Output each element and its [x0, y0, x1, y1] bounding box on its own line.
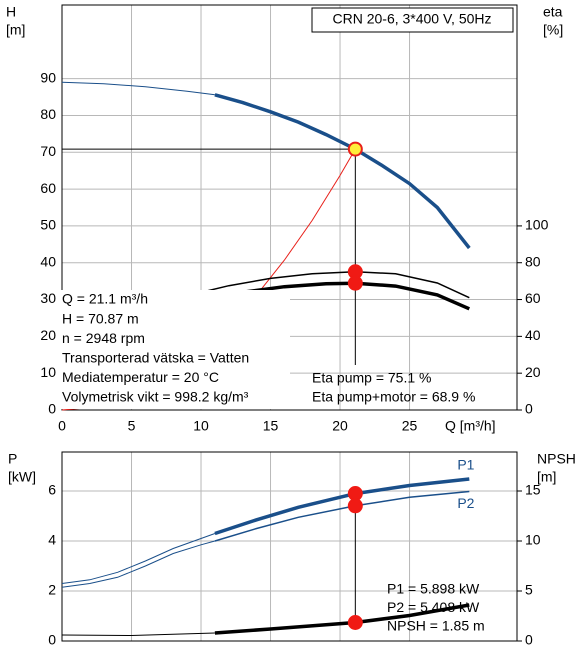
y-tick-label: 20 [40, 327, 56, 343]
duty-marker [347, 486, 363, 502]
info-text: H = 70.87 m [62, 310, 139, 326]
y-tick-label: 10 [40, 364, 56, 380]
annotation: P2 = 5.408 kW [387, 599, 480, 615]
y-tick-label: 60 [40, 180, 56, 196]
y-axis-label: [kW] [8, 469, 36, 485]
title-box [311, 7, 514, 33]
x-tick-label: 5 [128, 418, 136, 434]
y2-axis-label: [%] [543, 22, 563, 38]
y-tick-label: 40 [40, 253, 56, 269]
info-box [60, 290, 290, 409]
y2-tick-label: 10 [525, 532, 541, 548]
curve [214, 93, 471, 250]
chart-title: CRN 20-6, 3*400 V, 50Hz [332, 11, 491, 27]
curve-label: P1 [457, 457, 474, 473]
info-text: Q = 21.1 m³/h [62, 291, 148, 307]
info-text: Mediatemperatur = 20 °C [62, 369, 219, 385]
annotation: Eta pump+motor = 68.9 % [312, 389, 475, 405]
y2-tick-label: 80 [525, 253, 541, 269]
y2-tick-label: 15 [525, 482, 541, 498]
x-axis-label: Q [m³/h] [445, 418, 496, 434]
y-tick-label: 2 [48, 582, 56, 598]
curve [193, 270, 470, 299]
duty-marker [347, 141, 363, 157]
curve [61, 81, 215, 96]
y-tick-label: 80 [40, 106, 56, 122]
plot-frame [61, 4, 518, 411]
x-tick-label: 20 [332, 418, 348, 434]
duty-marker [347, 615, 363, 630]
y-axis-label: [m] [6, 22, 25, 38]
y-tick-label: 4 [48, 532, 56, 548]
info-text: Transporterad vätska = Vatten [62, 350, 249, 366]
y2-tick-label: 40 [525, 327, 541, 343]
y2-tick-label: 60 [525, 290, 541, 306]
curve [61, 540, 216, 588]
y-tick-label: 70 [40, 143, 56, 159]
y2-tick-label: 100 [525, 217, 549, 233]
info-text: n = 2948 rpm [62, 330, 145, 346]
y2-tick-label: 20 [525, 364, 541, 380]
y-tick-label: 0 [48, 401, 56, 417]
info-text: Volymetrisk vikt = 998.2 kg/m³ [62, 389, 249, 405]
y2-axis-label: NPSH [537, 451, 576, 467]
y-tick-label: 50 [40, 217, 56, 233]
y-tick-label: 6 [48, 482, 56, 498]
y2-axis-label: eta [543, 4, 563, 20]
curve [214, 477, 470, 536]
x-tick-label: 25 [402, 418, 418, 434]
curve [61, 533, 216, 584]
y-axis-label: H [6, 4, 16, 20]
duty-marker [347, 275, 363, 291]
duty-marker [347, 498, 363, 514]
y-tick-label: 90 [40, 69, 56, 85]
y2-tick-label: 5 [525, 582, 533, 598]
curve [61, 632, 215, 637]
y2-axis-label: [m] [537, 469, 556, 485]
plot-frame [61, 451, 518, 642]
y2-tick-label: 0 [525, 632, 533, 648]
y-tick-label: 30 [40, 290, 56, 306]
y-tick-label: 0 [48, 632, 56, 648]
annotation: Eta pump = 75.1 % [312, 370, 431, 386]
curve-label: P2 [457, 495, 474, 511]
y2-tick-label: 0 [525, 401, 533, 417]
x-tick-label: 10 [193, 418, 209, 434]
curve [214, 490, 470, 542]
x-tick-label: 0 [58, 418, 66, 434]
y-axis-label: P [8, 451, 17, 467]
annotation: P1 = 5.898 kW [387, 581, 480, 597]
annotation: NPSH = 1.85 m [387, 618, 485, 634]
x-tick-label: 15 [263, 418, 279, 434]
